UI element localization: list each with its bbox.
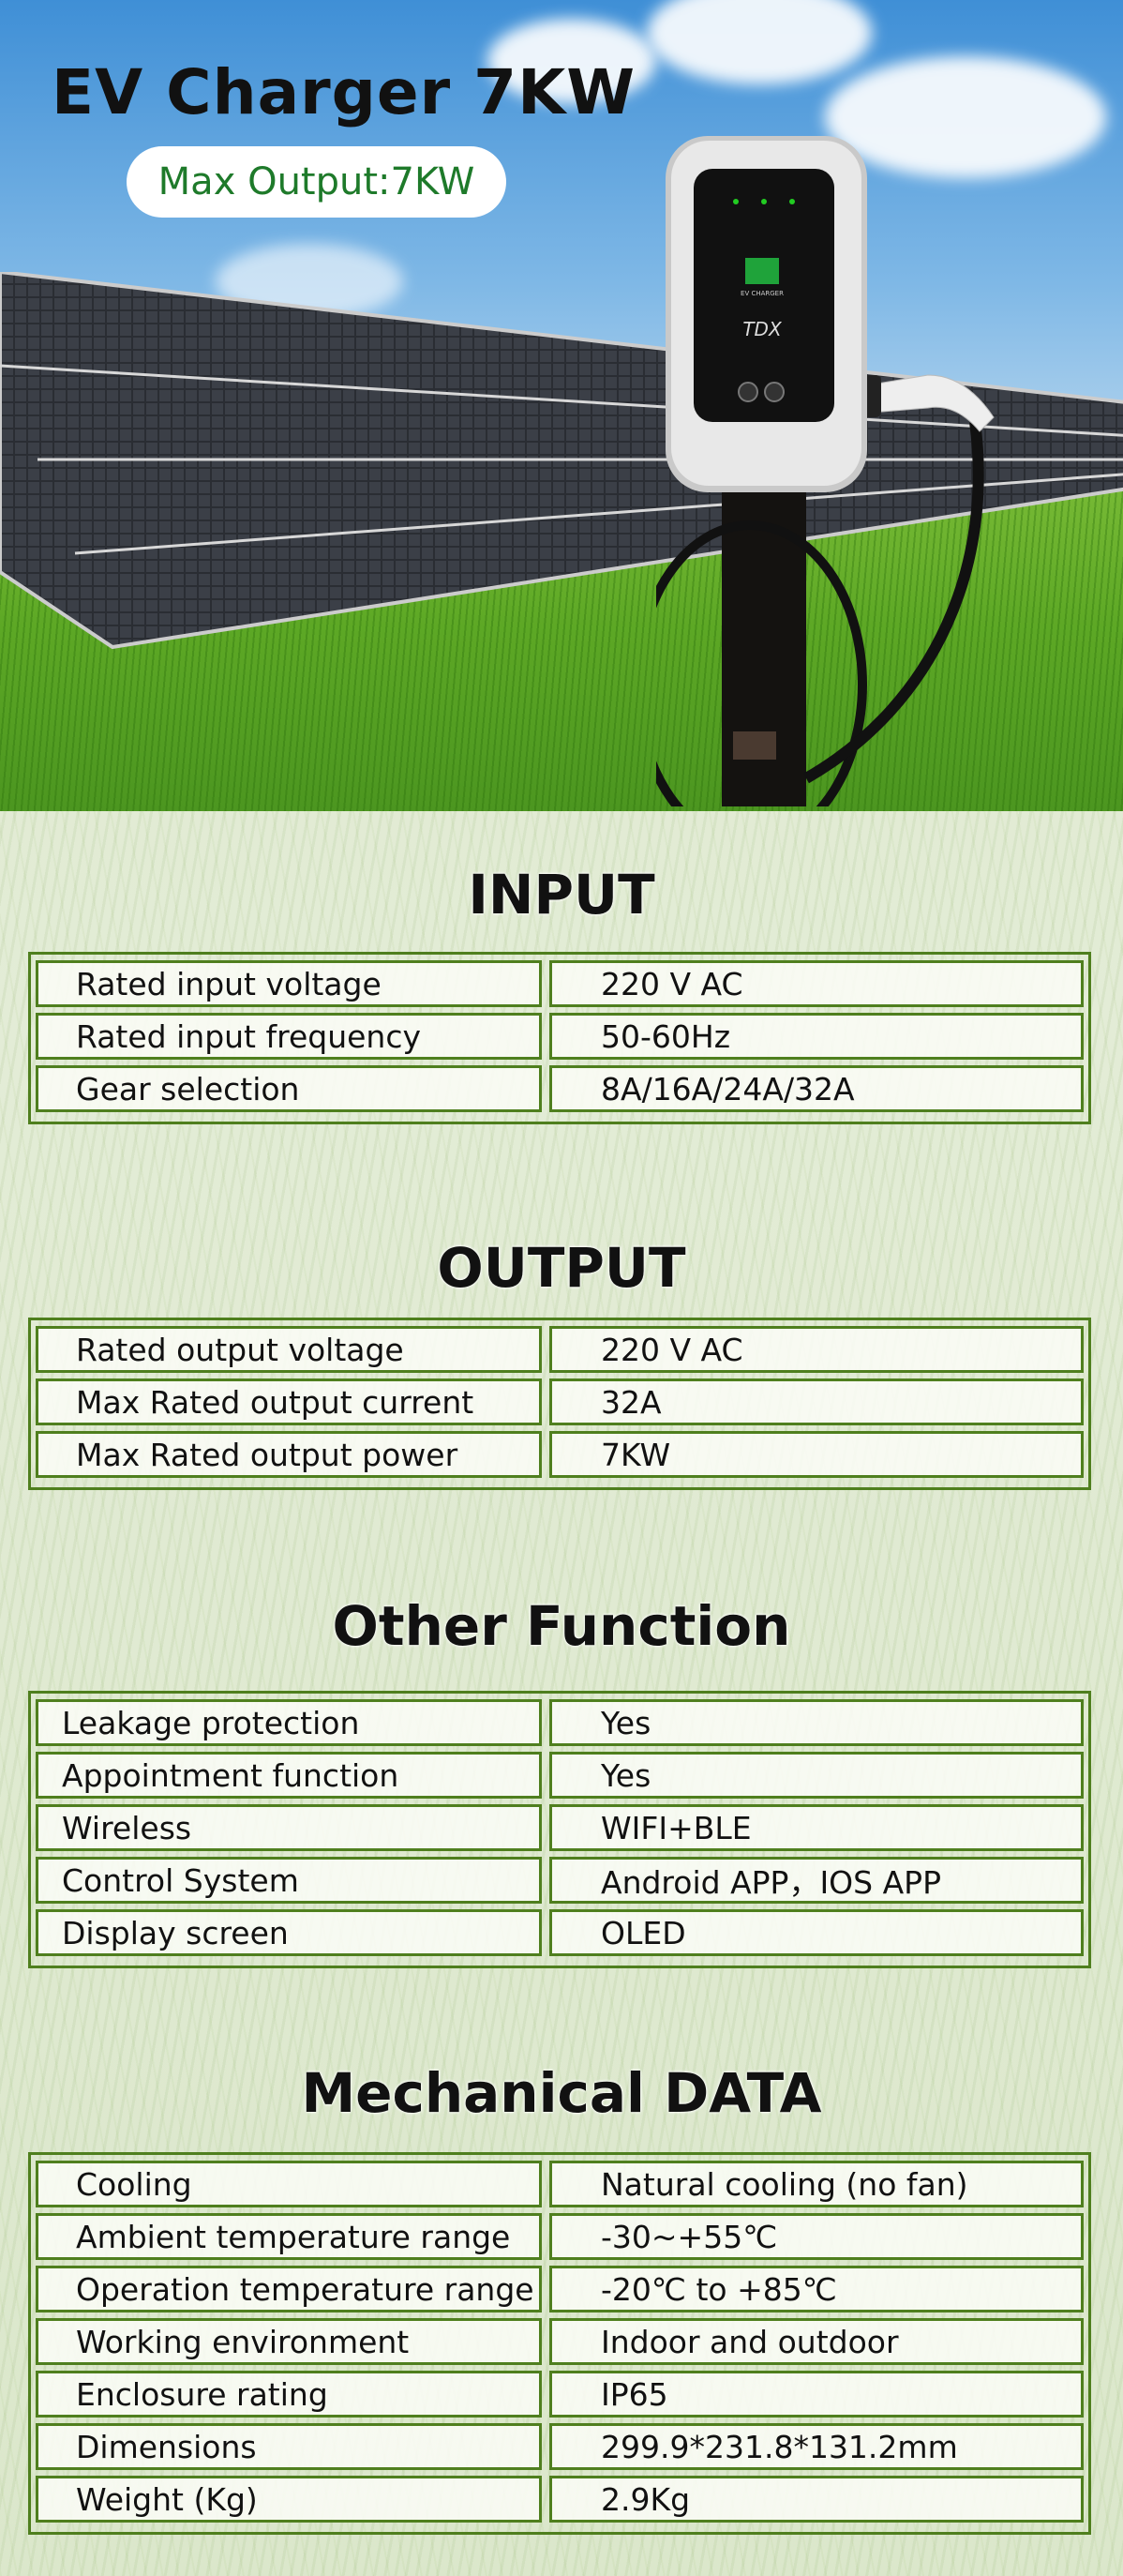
table-row: Operation temperature range -20℃ to +85℃ [36,2266,1084,2312]
input-spec-table: Rated input voltage 220 V AC Rated input f… [28,952,1091,1124]
spec-label: Cooling [36,2161,542,2207]
table-row: Rated input frequency 50-60Hz [36,1013,1084,1060]
brand-logo: TDX [742,318,783,340]
spec-value: 7KW [549,1431,1084,1478]
spec-value: -20℃ to +85℃ [549,2266,1084,2312]
mechanical-data-table: Cooling Natural cooling (no fan) Ambient t… [28,2152,1091,2535]
spec-label: Weight (Kg) [36,2476,542,2523]
product-title: EV Charger 7KW [52,56,636,128]
spec-label: Enclosure rating [36,2371,542,2418]
spec-label: Dimensions [36,2423,542,2470]
screen-label: EV CHARGER [741,290,784,297]
table-row: Max Rated output power 7KW [36,1431,1084,1478]
spec-value: Indoor and outdoor [549,2318,1084,2365]
section-title-mechanical-data: Mechanical DATA [301,2061,822,2125]
spec-label: Ambient temperature range [36,2213,542,2260]
table-row: Working environment Indoor and outdoor [36,2318,1084,2365]
spec-value: 220 V AC [549,1326,1084,1373]
output-spec-table: Rated output voltage 220 V AC Max Rated ou… [28,1318,1091,1490]
spec-value: Yes [549,1752,1084,1799]
table-row: Cooling Natural cooling (no fan) [36,2161,1084,2207]
table-row: Wireless WIFI+BLE [36,1804,1084,1851]
spec-value: WIFI+BLE [549,1804,1084,1851]
spec-value: Natural cooling (no fan) [549,2161,1084,2207]
table-row: Appointment function Yes [36,1752,1084,1799]
spec-value: IP65 [549,2371,1084,2418]
spec-label: Max Rated output power [36,1431,542,1478]
spec-value: 32A [549,1378,1084,1425]
spec-label: Control System [36,1857,542,1904]
spec-label: Max Rated output current [36,1378,542,1425]
spec-value: Android APP，IOS APP [549,1857,1084,1904]
table-row: Max Rated output current 32A [36,1378,1084,1425]
table-row: Weight (Kg) 2.9Kg [36,2476,1084,2523]
table-row: Control System Android APP，IOS APP [36,1857,1084,1904]
spec-label: Leakage protection [36,1699,542,1746]
other-function-table: Leakage protection Yes Appointment functio… [28,1691,1091,1968]
table-row: Ambient temperature range -30~+55℃ [36,2213,1084,2260]
section-title-output: OUTPUT [437,1236,686,1300]
spec-value: Yes [549,1699,1084,1746]
spec-value: 8A/16A/24A/32A [549,1065,1084,1112]
spec-label: Display screen [36,1909,542,1956]
ev-charger-image: EV CHARGER TDX [656,136,995,806]
table-row: Rated input voltage 220 V AC [36,960,1084,1007]
table-row: Rated output voltage 220 V AC [36,1326,1084,1373]
spec-label: Appointment function [36,1752,542,1799]
spec-value: 299.9*231.8*131.2mm [549,2423,1084,2470]
table-row: Dimensions 299.9*231.8*131.2mm [36,2423,1084,2470]
spec-label: Wireless [36,1804,542,1851]
spec-label: Operation temperature range [36,2266,542,2312]
spec-value: 2.9Kg [549,2476,1084,2523]
spec-value: 50-60Hz [549,1013,1084,1060]
section-title-other-function: Other Function [332,1594,791,1658]
spec-value: OLED [549,1909,1084,1956]
spec-label: Rated output voltage [36,1326,542,1373]
max-output-badge: Max Output:7KW [127,146,506,218]
spec-label: Rated input voltage [36,960,542,1007]
section-title-input: INPUT [468,863,655,926]
spec-value: -30~+55℃ [549,2213,1084,2260]
spec-label: Working environment [36,2318,542,2365]
spec-value: 220 V AC [549,960,1084,1007]
hero-banner: EV Charger 7KW Max Output:7KW EV CHARGER… [0,0,1123,811]
table-row: Display screen OLED [36,1909,1084,1956]
table-row: Gear selection 8A/16A/24A/32A [36,1065,1084,1112]
table-row: Leakage protection Yes [36,1699,1084,1746]
spec-label: Gear selection [36,1065,542,1112]
spec-label: Rated input frequency [36,1013,542,1060]
table-row: Enclosure rating IP65 [36,2371,1084,2418]
